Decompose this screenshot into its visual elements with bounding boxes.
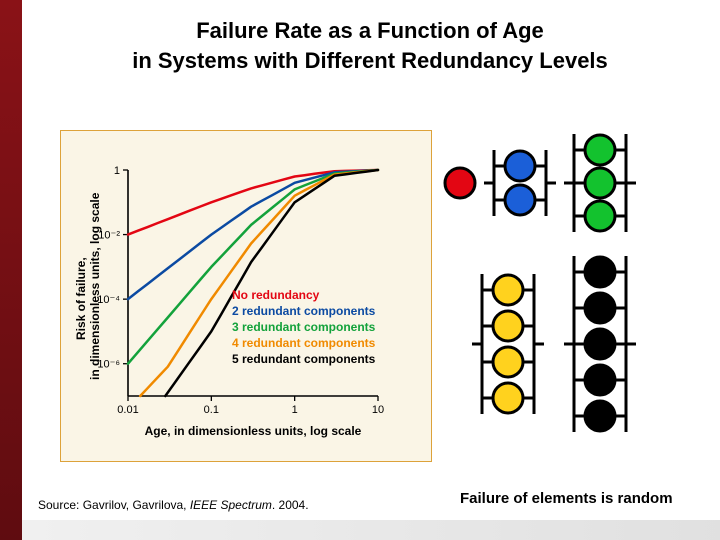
- legend-item: 4 redundant components: [232, 336, 375, 350]
- legend-item: 3 redundant components: [232, 320, 375, 334]
- source-suffix: . 2004.: [272, 498, 309, 512]
- footer-gradient: [22, 520, 720, 540]
- diagram-caption: Failure of elements is random: [460, 490, 673, 507]
- legend-item: 2 redundant components: [232, 304, 375, 318]
- source-prefix: Source: Gavrilov, Gavrilova,: [38, 498, 190, 512]
- legend-item: No redundancy: [232, 288, 319, 302]
- source-citation: Source: Gavrilov, Gavrilova, IEEE Spectr…: [38, 498, 309, 512]
- source-italic: IEEE Spectrum: [190, 498, 272, 512]
- legend-item: 5 redundant components: [232, 352, 375, 366]
- redundancy-diagrams: [0, 0, 720, 540]
